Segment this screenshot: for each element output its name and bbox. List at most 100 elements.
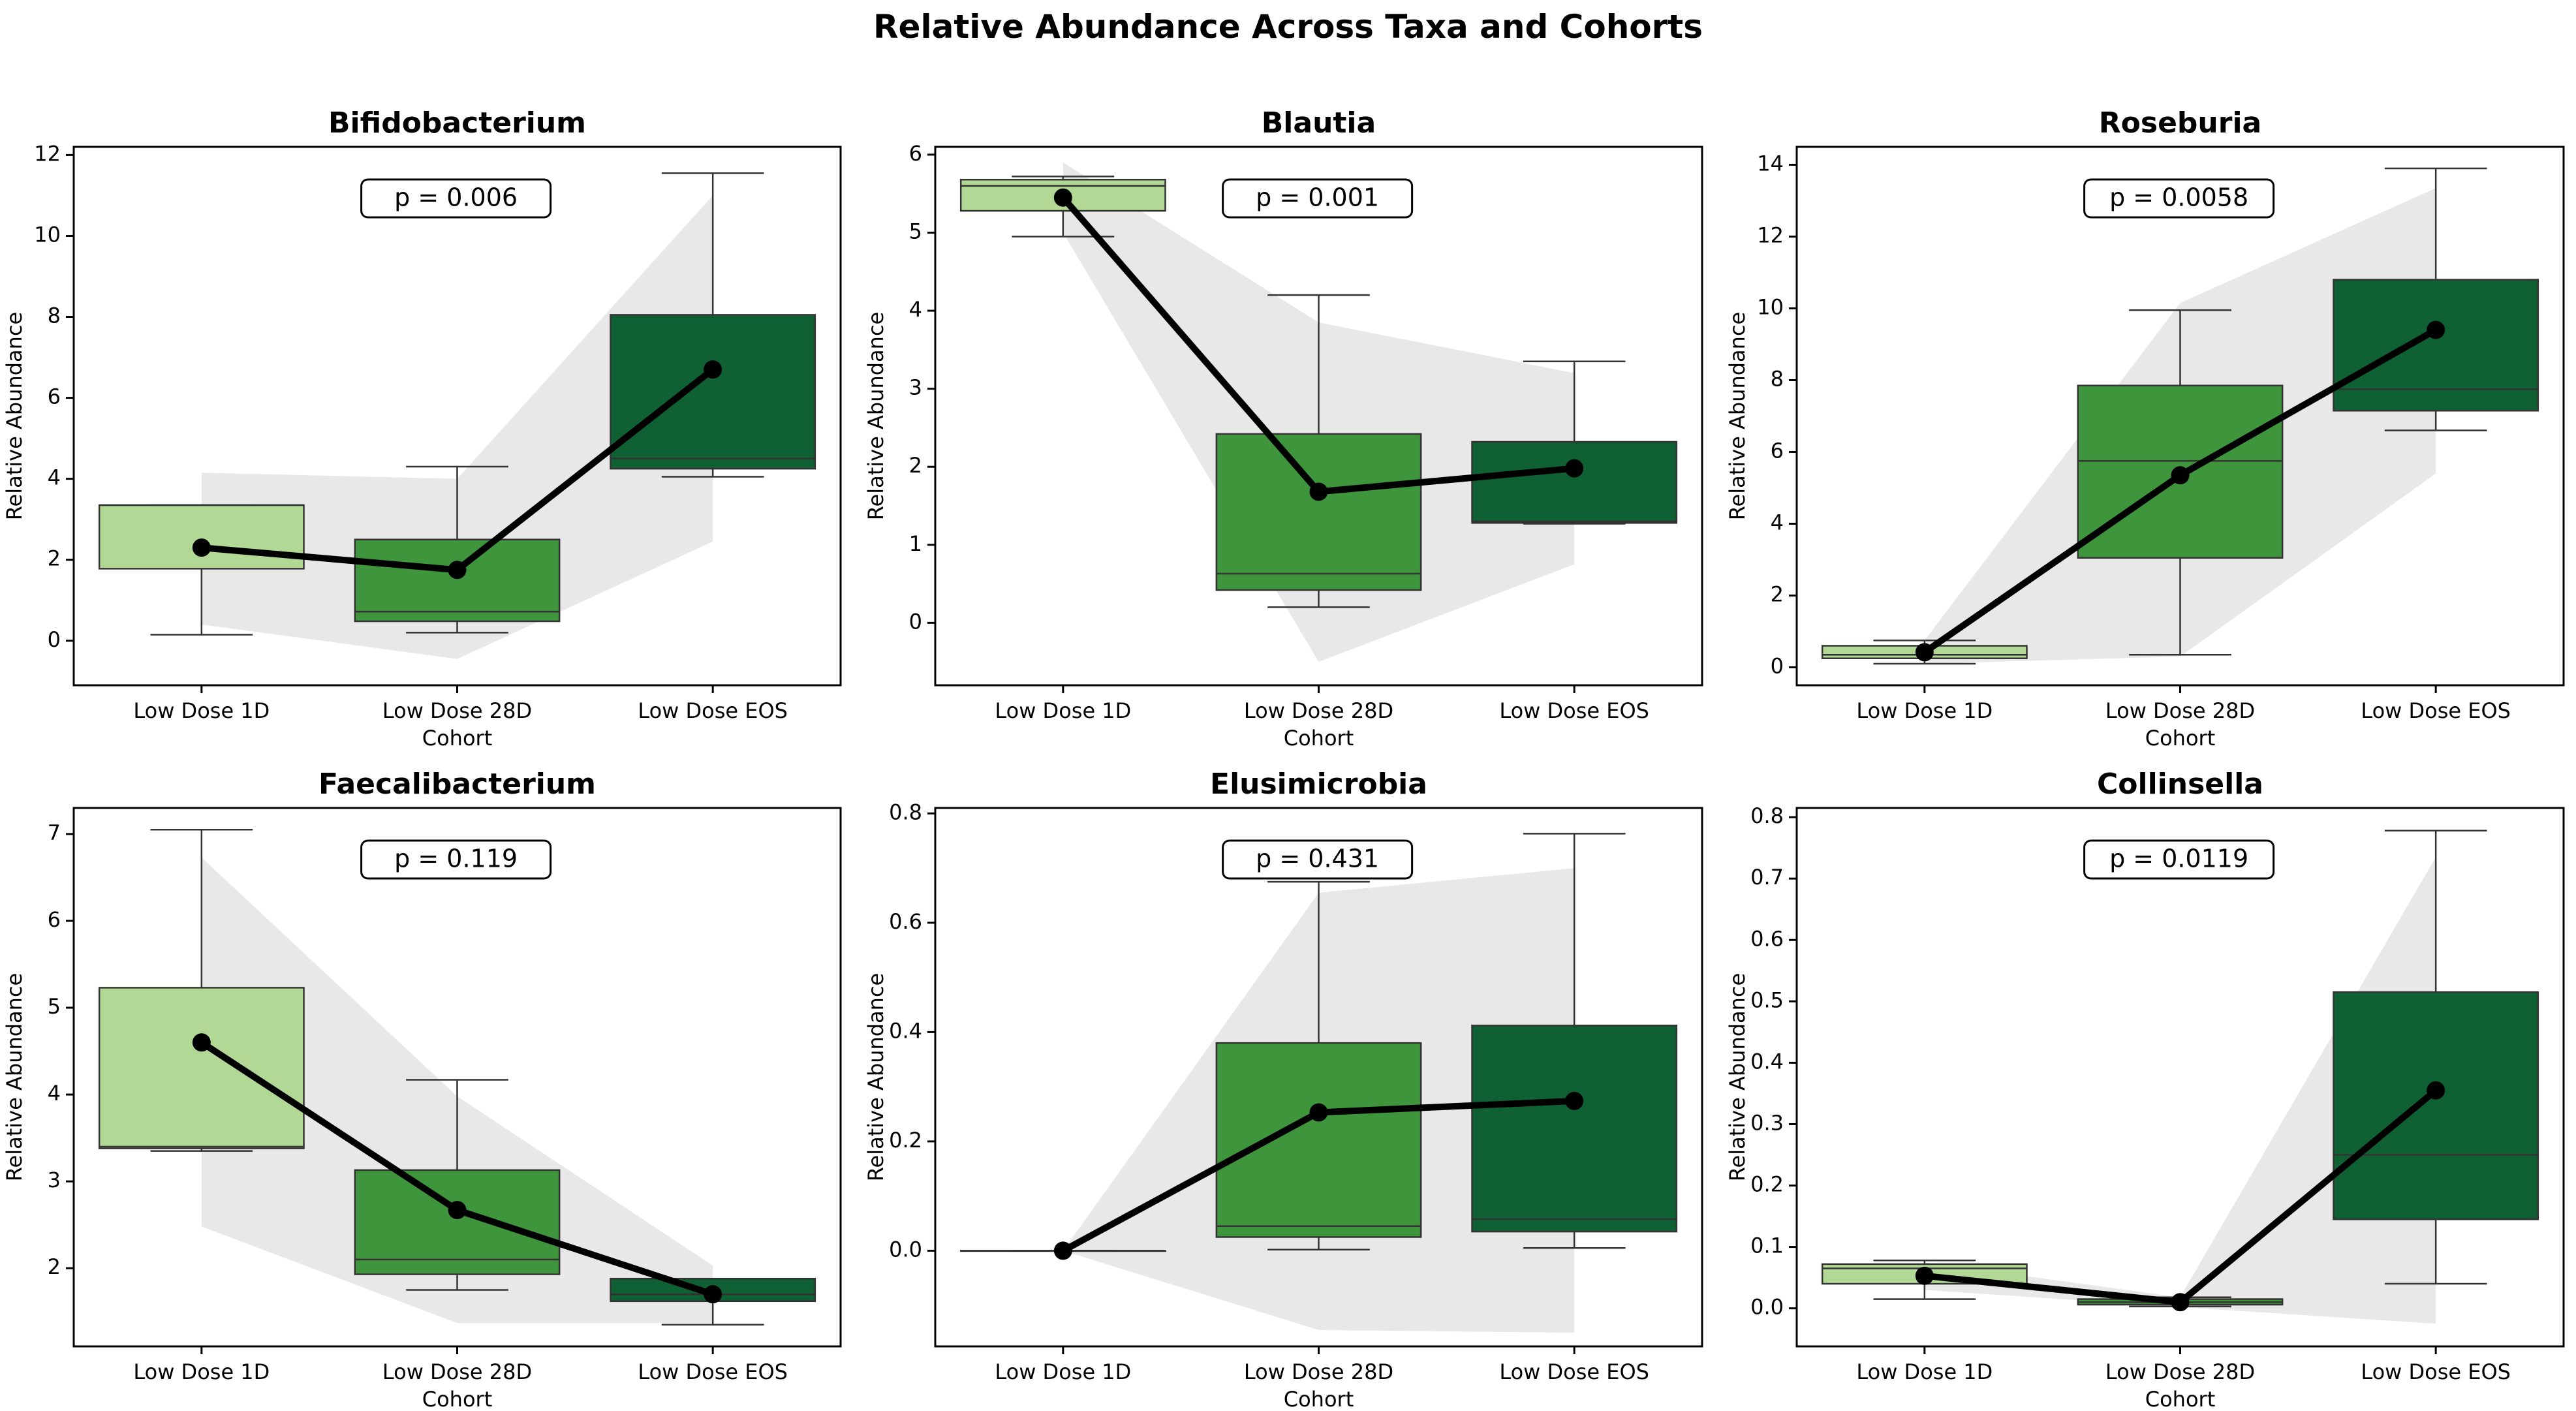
panel-faecalibacterium-low-dose-1d-box xyxy=(98,987,305,1149)
panel-bifidobacterium-p-value-box xyxy=(360,178,552,219)
panel-faecalibacterium-title: Faecalibacterium xyxy=(318,768,596,801)
panel-elusimicrobia-y-tick-label: 0.0 xyxy=(889,1237,922,1262)
panel-blautia-x-axis-label: Cohort xyxy=(1284,726,1354,751)
panel-bifidobacterium-ci-band xyxy=(201,195,713,659)
panel-collinsella-low-dose-eos-box xyxy=(2333,991,2539,1220)
panel-elusimicrobia: 0.0 0.2 0.4 0.6 0.8 Low Dose 1D Low Dose 28D Lo… xyxy=(863,768,1703,1411)
panel-faecalibacterium-x-tick-label: Low Dose 28D xyxy=(382,1359,532,1384)
panel-blautia-y-tick-label: 4 xyxy=(909,297,922,322)
panel-roseburia-y-tick-label: 0 xyxy=(1771,654,1784,679)
panel-collinsella-y-tick-label: 0.2 xyxy=(1750,1172,1784,1197)
panel-collinsella: 0.0 0.1 0.2 0.3 0.4 0.5 0.6 0.7 0.8 Low Dose 1D Lo… xyxy=(1725,768,2565,1411)
panel-faecalibacterium-ci-band xyxy=(201,857,713,1324)
panel-faecalibacterium-mean-point-low-dose-eos xyxy=(704,1285,722,1304)
panel-faecalibacterium-p-value: p = 0.119 xyxy=(394,845,518,873)
panel-collinsella-y-tick-label: 0.8 xyxy=(1750,803,1784,828)
panel-collinsella-y-tick-label: 0.7 xyxy=(1750,865,1784,890)
panel-elusimicrobia-low-dose-28d-box xyxy=(1215,1042,1422,1238)
panel-blautia-y-tick-label: 5 xyxy=(909,219,922,244)
panel-faecalibacterium: 2 3 4 5 6 7 Low Dose 1D Low Dose 28D Low Dose EO… xyxy=(2,768,842,1411)
panel-blautia-mean-point-low-dose-28d xyxy=(1309,482,1328,501)
panel-elusimicrobia-low-dose-eos-box xyxy=(1471,1025,1678,1233)
panel-roseburia-mean-point-low-dose-28d xyxy=(2171,466,2190,485)
panel-roseburia-y-tick-label: 2 xyxy=(1771,582,1784,607)
panel-faecalibacterium-y-axis-label: Relative Abundance xyxy=(2,973,27,1181)
panel-roseburia-y-tick-label: 6 xyxy=(1771,439,1784,463)
panel-elusimicrobia-mean-point-low-dose-eos xyxy=(1565,1091,1584,1110)
panel-faecalibacterium-mean-point-low-dose-1d xyxy=(192,1033,211,1052)
panel-blautia-low-dose-eos-box xyxy=(1471,441,1678,524)
panel-collinsella-y-tick-label: 0.0 xyxy=(1750,1295,1784,1320)
panel-roseburia-y-tick-label: 4 xyxy=(1771,510,1784,535)
panel-elusimicrobia-p-value-box xyxy=(1222,839,1414,880)
panel-bifidobacterium-p-value: p = 0.006 xyxy=(394,183,518,212)
panel-roseburia-mean-point-low-dose-1d xyxy=(1915,643,1934,662)
panel-collinsella-p-value: p = 0.0119 xyxy=(2109,845,2248,873)
panel-roseburia-p-value-box xyxy=(2083,178,2275,219)
panel-collinsella-y-tick-label: 0.3 xyxy=(1750,1110,1784,1135)
panel-roseburia-y-tick-label: 10 xyxy=(1757,295,1784,320)
panel-roseburia-low-dose-eos-box xyxy=(2333,279,2539,412)
panel-elusimicrobia-y-tick-label: 0.8 xyxy=(889,799,922,824)
panel-blautia: 0 1 2 3 4 5 6 Low Dose 1D Low Dose 28D Low Dose E… xyxy=(863,106,1703,751)
panel-bifidobacterium-y-tick-label: 12 xyxy=(34,141,61,166)
panel-faecalibacterium-mean-point-low-dose-28d xyxy=(448,1201,467,1220)
panel-roseburia-title: Roseburia xyxy=(2099,106,2261,140)
panel-bifidobacterium-y-tick-label: 0 xyxy=(48,627,61,652)
panel-collinsella-mean-point-low-dose-28d xyxy=(2171,1293,2190,1312)
panel-bifidobacterium-x-axis-label: Cohort xyxy=(422,726,492,751)
panel-collinsella-mean-point-low-dose-1d xyxy=(1915,1266,1934,1285)
panel-bifidobacterium-y-tick-label: 8 xyxy=(48,303,61,328)
panel-roseburia-y-axis-label: Relative Abundance xyxy=(1725,312,1750,520)
panel-bifidobacterium-y-axis-label: Relative Abundance xyxy=(2,312,27,520)
panel-collinsella-x-tick-label: Low Dose 28D xyxy=(2105,1359,2255,1384)
panel-blautia-y-tick-label: 6 xyxy=(909,141,922,166)
panel-blautia-mean-point-low-dose-1d xyxy=(1053,188,1072,207)
panel-collinsella-y-tick-label: 0.5 xyxy=(1750,987,1784,1012)
panel-faecalibacterium-y-tick-label: 5 xyxy=(48,994,61,1019)
panel-faecalibacterium-p-value-box xyxy=(360,839,552,880)
panel-blautia-x-tick-label: Low Dose 28D xyxy=(1244,698,1393,723)
panel-blautia-mean-point-low-dose-eos xyxy=(1565,459,1584,478)
panel-elusimicrobia-y-tick-label: 0.6 xyxy=(889,909,922,934)
panel-elusimicrobia-title: Elusimicrobia xyxy=(1210,768,1427,801)
panel-faecalibacterium-low-dose-28d-box xyxy=(354,1169,561,1275)
panel-blautia-p-value-box xyxy=(1222,178,1414,219)
panel-roseburia-mean-point-low-dose-eos xyxy=(2427,320,2445,339)
panel-bifidobacterium: 0 2 4 6 8 10 12 Low Dose 1D Low Dose 28D Low Dose… xyxy=(2,106,842,751)
panel-collinsella-y-axis-label: Relative Abundance xyxy=(1725,973,1750,1181)
panel-collinsella-y-tick-label: 0.4 xyxy=(1750,1049,1784,1074)
panel-elusimicrobia-x-tick-label: Low Dose EOS xyxy=(1499,1359,1649,1384)
panel-collinsella-mean-point-low-dose-eos xyxy=(2427,1081,2445,1100)
panel-bifidobacterium-y-tick-label: 6 xyxy=(48,384,61,409)
panel-faecalibacterium-x-tick-label: Low Dose 1D xyxy=(133,1359,270,1384)
panel-collinsella-ci-band xyxy=(1924,857,2436,1324)
panel-faecalibacterium-y-tick-label: 7 xyxy=(48,820,61,845)
panel-faecalibacterium-y-tick-label: 4 xyxy=(48,1081,61,1106)
panel-blautia-y-axis-label: Relative Abundance xyxy=(863,312,888,520)
panel-blautia-low-dose-28d-box xyxy=(1215,433,1422,591)
panel-elusimicrobia-y-tick-label: 0.4 xyxy=(889,1018,922,1043)
panel-bifidobacterium-low-dose-1d-box xyxy=(98,504,305,570)
panel-roseburia-y-tick-label: 8 xyxy=(1771,367,1784,392)
panel-bifidobacterium-y-tick-label: 10 xyxy=(34,222,61,247)
panel-blautia-y-tick-label: 2 xyxy=(909,453,922,478)
panel-elusimicrobia-x-tick-label: Low Dose 1D xyxy=(995,1359,1131,1384)
panel-bifidobacterium-low-dose-eos-box xyxy=(610,314,816,470)
panel-bifidobacterium-mean-point-low-dose-1d xyxy=(192,538,211,557)
panel-collinsella-y-tick-label: 0.1 xyxy=(1750,1233,1784,1258)
panel-faecalibacterium-x-tick-label: Low Dose EOS xyxy=(638,1359,788,1384)
panel-elusimicrobia-p-value: p = 0.431 xyxy=(1256,845,1379,873)
panel-collinsella-x-tick-label: Low Dose EOS xyxy=(2361,1359,2511,1384)
panel-collinsella-x-axis-label: Cohort xyxy=(2145,1387,2215,1411)
panel-bifidobacterium-y-tick-label: 4 xyxy=(48,465,61,490)
panel-roseburia-y-tick-label: 14 xyxy=(1757,151,1784,176)
panel-faecalibacterium-x-axis-label: Cohort xyxy=(422,1387,492,1411)
panel-elusimicrobia-mean-point-low-dose-1d xyxy=(1053,1241,1072,1260)
panel-bifidobacterium-y-tick-label: 2 xyxy=(48,546,61,571)
panel-blautia-y-tick-label: 1 xyxy=(909,531,922,556)
panel-elusimicrobia-x-tick-label: Low Dose 28D xyxy=(1244,1359,1393,1384)
panel-collinsella-title: Collinsella xyxy=(2097,768,2263,801)
panel-roseburia-y-tick-label: 12 xyxy=(1757,223,1784,248)
panel-faecalibacterium-y-tick-label: 6 xyxy=(48,907,61,932)
